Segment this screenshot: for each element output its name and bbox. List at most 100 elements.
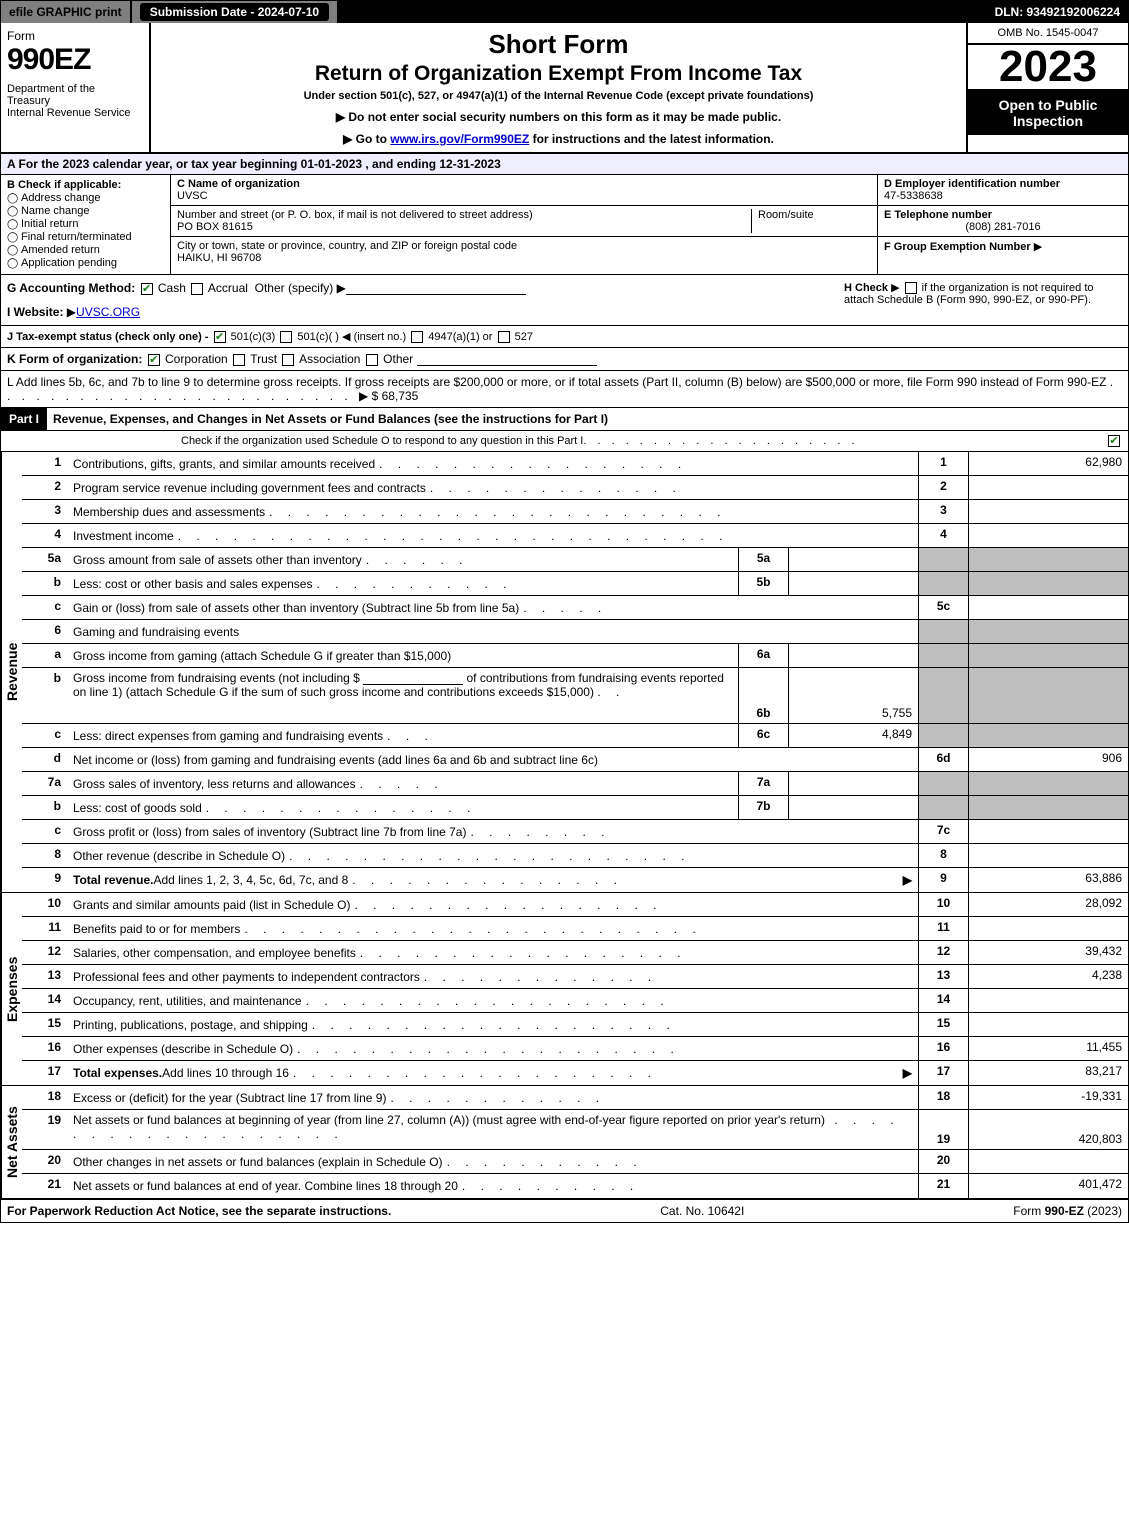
form-header: Form 990EZ Department of theTreasuryInte… xyxy=(1,23,1128,154)
line-7b-num: b xyxy=(22,796,67,819)
part-1-badge: Part I xyxy=(1,408,47,430)
line-5a-mv xyxy=(788,548,918,571)
line-16-rv: 11,455 xyxy=(968,1037,1128,1060)
line-7a-rv-shade xyxy=(968,772,1128,795)
line-7b-rn-shade xyxy=(918,796,968,819)
header-center: Short Form Return of Organization Exempt… xyxy=(151,23,968,152)
chk-final-return[interactable]: Final return/terminated xyxy=(7,231,164,243)
department-text: Department of theTreasuryInternal Revenu… xyxy=(7,83,143,119)
line-6c-desc: Less: direct expenses from gaming and fu… xyxy=(73,729,383,743)
line-15: 15 Printing, publications, postage, and … xyxy=(22,1013,1128,1037)
line-6a-mn: 6a xyxy=(738,644,788,667)
line-10-rv: 28,092 xyxy=(968,893,1128,916)
line-2-desc: Program service revenue including govern… xyxy=(73,481,426,495)
chk-cash[interactable] xyxy=(141,283,153,295)
website-link[interactable]: UVSC.ORG xyxy=(76,305,140,319)
footer-right-bold: 990-EZ xyxy=(1045,1204,1084,1218)
k-other-blank xyxy=(417,352,597,366)
line-21-desc: Net assets or fund balances at end of ye… xyxy=(73,1179,458,1193)
line-6b-mn: 6b xyxy=(738,668,788,723)
footer-right-post: (2023) xyxy=(1084,1204,1122,1218)
line-9-rn: 9 xyxy=(918,868,968,892)
line-8-desc: Other revenue (describe in Schedule O) xyxy=(73,849,285,863)
line-11-rv xyxy=(968,917,1128,940)
org-name-value: UVSC xyxy=(177,190,208,202)
j-501c: 501(c)( ) xyxy=(297,331,339,343)
j-527: 527 xyxy=(515,331,533,343)
org-city-cell: City or town, state or province, country… xyxy=(171,237,877,267)
k-corp: Corporation xyxy=(165,352,228,366)
section-j: J Tax-exempt status (check only one) - 5… xyxy=(1,326,1128,348)
line-1: 1 Contributions, gifts, grants, and simi… xyxy=(22,452,1128,476)
org-city-value: HAIKU, HI 96708 xyxy=(177,252,261,264)
line-18: 18 Excess or (deficit) for the year (Sub… xyxy=(22,1086,1128,1110)
chk-trust[interactable] xyxy=(233,354,245,366)
h-label-pre: H Check xyxy=(844,282,888,294)
part-1-check-text: Check if the organization used Schedule … xyxy=(181,435,583,447)
chk-accrual[interactable] xyxy=(191,283,203,295)
line-13-num: 13 xyxy=(22,965,67,988)
chk-amended-return[interactable]: Amended return xyxy=(7,244,164,256)
line-15-num: 15 xyxy=(22,1013,67,1036)
section-c: C Name of organization UVSC Number and s… xyxy=(171,175,878,274)
line-18-num: 18 xyxy=(22,1086,67,1109)
line-6b-blank xyxy=(363,671,463,685)
chk-other[interactable] xyxy=(366,354,378,366)
line-19: 19 Net assets or fund balances at beginn… xyxy=(22,1110,1128,1150)
chk-initial-return[interactable]: Initial return xyxy=(7,218,164,230)
chk-501c[interactable] xyxy=(280,331,292,343)
line-5c-rn: 5c xyxy=(918,596,968,619)
line-5c: c Gain or (loss) from sale of assets oth… xyxy=(22,596,1128,620)
chk-527[interactable] xyxy=(498,331,510,343)
dln: DLN: 93492192006224 xyxy=(987,1,1128,23)
line-5a-num: 5a xyxy=(22,548,67,571)
irs-link[interactable]: www.irs.gov/Form990EZ xyxy=(390,132,529,146)
part-1-check-row: Check if the organization used Schedule … xyxy=(1,431,1128,452)
chk-corp[interactable] xyxy=(148,354,160,366)
form-number: 990EZ xyxy=(7,43,143,77)
line-6d-rn: 6d xyxy=(918,748,968,771)
chk-assoc[interactable] xyxy=(282,354,294,366)
chk-501c3[interactable] xyxy=(214,331,226,343)
line-13-rv: 4,238 xyxy=(968,965,1128,988)
chk-4947[interactable] xyxy=(411,331,423,343)
section-b-label: B Check if applicable: xyxy=(7,179,121,191)
line-6-num: 6 xyxy=(22,620,67,643)
l-value: $ 68,735 xyxy=(372,389,419,403)
line-4-num: 4 xyxy=(22,524,67,547)
chk-h[interactable] xyxy=(905,282,917,294)
chk-application-pending[interactable]: Application pending xyxy=(7,257,164,269)
org-addr-value: PO BOX 81615 xyxy=(177,221,253,233)
ein-cell: D Employer identification number 47-5338… xyxy=(878,175,1128,206)
line-7a: 7a Gross sales of inventory, less return… xyxy=(22,772,1128,796)
line-6b-num: b xyxy=(22,668,67,723)
revenue-sidebar: Revenue xyxy=(1,452,22,892)
line-13: 13 Professional fees and other payments … xyxy=(22,965,1128,989)
chk-name-change[interactable]: Name change xyxy=(7,205,164,217)
line-7c-num: c xyxy=(22,820,67,843)
org-city-label: City or town, state or province, country… xyxy=(177,240,517,252)
chk-address-change[interactable]: Address change xyxy=(7,192,164,204)
group-label: F Group Exemption Number xyxy=(884,241,1031,253)
k-label: K Form of organization: xyxy=(7,352,142,366)
chk-part1-schedule-o[interactable] xyxy=(1108,435,1120,447)
line-5c-desc: Gain or (loss) from sale of assets other… xyxy=(73,601,519,615)
line-6b-rv-shade xyxy=(968,668,1128,723)
line-20: 20 Other changes in net assets or fund b… xyxy=(22,1150,1128,1174)
line-15-rv xyxy=(968,1013,1128,1036)
k-trust: Trust xyxy=(250,352,277,366)
form-word: Form xyxy=(7,29,143,43)
line-5b-num: b xyxy=(22,572,67,595)
line-15-rn: 15 xyxy=(918,1013,968,1036)
line-20-rv xyxy=(968,1150,1128,1173)
line-5a-rn-shade xyxy=(918,548,968,571)
line-1-rv: 62,980 xyxy=(968,452,1128,475)
line-7c-desc: Gross profit or (loss) from sales of inv… xyxy=(73,825,466,839)
bullet-2-pre: Go to xyxy=(356,132,391,146)
line-21-rv: 401,472 xyxy=(968,1174,1128,1198)
line-11: 11 Benefits paid to or for members. . . … xyxy=(22,917,1128,941)
line-11-num: 11 xyxy=(22,917,67,940)
line-18-rn: 18 xyxy=(918,1086,968,1109)
bullet-2: ▶ Go to www.irs.gov/Form990EZ for instru… xyxy=(161,132,956,146)
line-2: 2 Program service revenue including gove… xyxy=(22,476,1128,500)
